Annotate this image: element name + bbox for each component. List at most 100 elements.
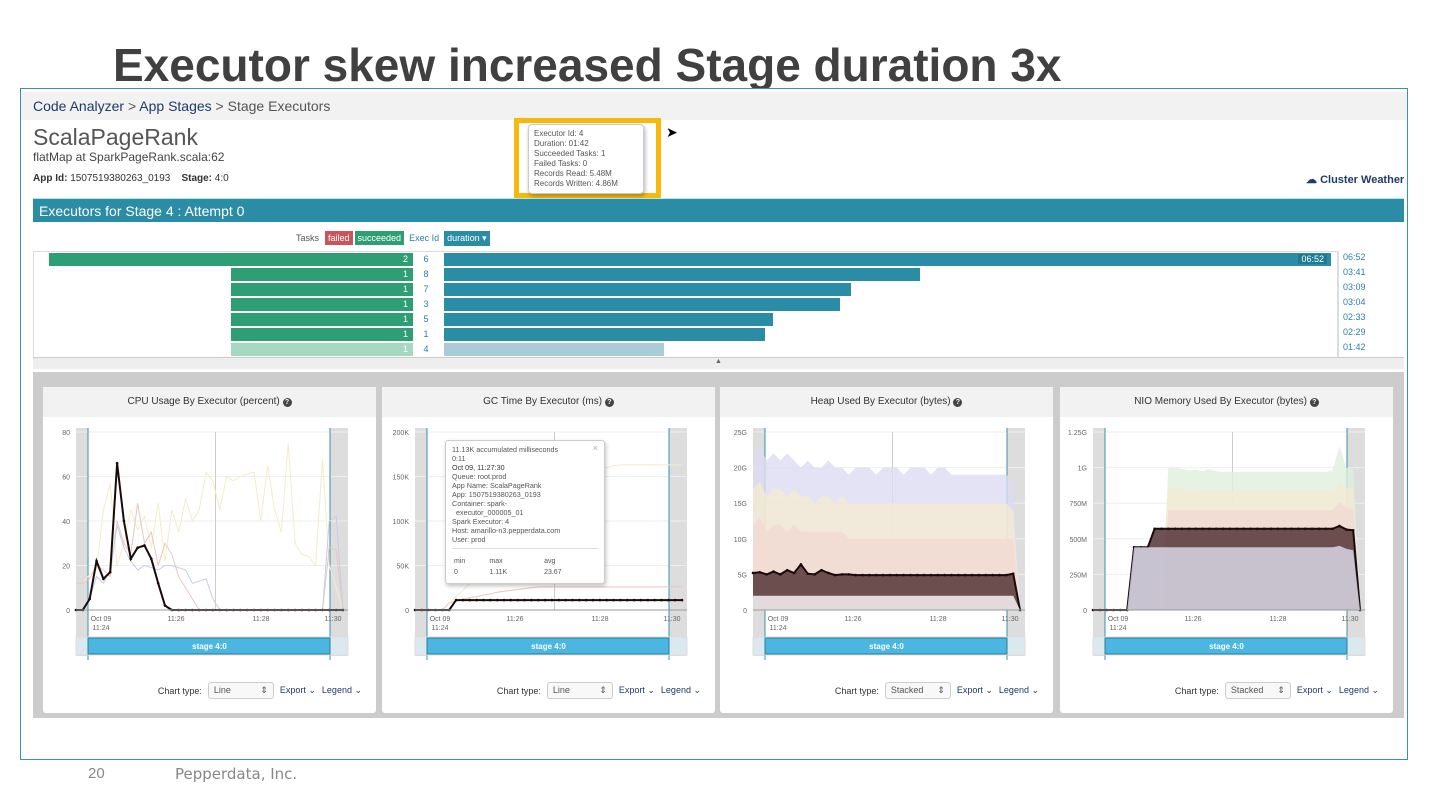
help-icon[interactable]: ? (604, 398, 614, 407)
highlighted-series-line[interactable] (752, 562, 1021, 611)
area-series[interactable] (753, 595, 1020, 610)
y-tick-label: 500M (1069, 537, 1087, 544)
sort-controls: Tasks failed succeeded Exec Id duration … (296, 230, 490, 246)
succeeded-bar: 1 (231, 283, 413, 296)
duration-sort-dropdown[interactable]: duration ▾ (444, 230, 490, 246)
highlighted-series-line[interactable] (1093, 524, 1361, 611)
stage-bar[interactable] (426, 637, 670, 655)
data-point (813, 573, 816, 576)
data-point (461, 598, 465, 602)
data-point (95, 559, 98, 563)
data-point (639, 598, 643, 602)
duration-value: 01:42 (1343, 342, 1366, 352)
data-point (523, 598, 526, 602)
data-point (854, 573, 857, 577)
legend-dropdown[interactable]: Legend ⌄ (660, 685, 701, 695)
tooltip-line: Records Read: 5.48M (534, 169, 612, 178)
x-tick-label: 11:30 (1002, 616, 1019, 623)
data-point (88, 597, 91, 601)
stage-bar[interactable] (764, 637, 1008, 655)
duration-bar (444, 283, 851, 296)
breadcrumb-separator: > (127, 98, 137, 114)
chart-type-select[interactable]: Stacked ⇕ (1224, 682, 1291, 699)
chart-svg[interactable]: 0 250M 500M 750M 1G 1.25G Oct 09 11:24 11:26 11:2… (1060, 417, 1393, 667)
duration-value: 06:52 (1343, 252, 1366, 262)
data-point (1208, 527, 1211, 531)
chart-svg[interactable]: 0 20 40 60 80 Oct 09 11:24 11:26 11:28 11:30 stage… (43, 417, 376, 667)
data-point (536, 598, 540, 602)
stage-bar[interactable] (87, 637, 331, 655)
failed-sort-button[interactable]: failed (325, 231, 353, 245)
data-point (564, 598, 567, 602)
stage-bar-label: stage 4:0 (1209, 642, 1244, 651)
data-point (502, 598, 506, 602)
data-point (847, 573, 851, 576)
out-of-stage-shade (330, 428, 348, 656)
data-point (612, 598, 615, 602)
area-series[interactable] (1093, 545, 1360, 610)
data-point (1201, 527, 1204, 531)
help-icon[interactable]: ? (953, 398, 963, 407)
breadcrumb-code-analyzer[interactable]: Code Analyzer (33, 98, 125, 114)
succeeded-sort-button[interactable]: succeeded (354, 231, 405, 245)
series-line[interactable] (76, 515, 344, 611)
stage-bar[interactable] (1104, 637, 1348, 655)
chart-type-value: Line (213, 685, 231, 695)
close-icon[interactable]: × (592, 443, 598, 453)
data-point (1269, 527, 1273, 531)
legend-dropdown[interactable]: Legend ⌄ (321, 685, 362, 695)
data-point (1221, 527, 1225, 531)
chart-type-label: Chart type: (834, 685, 879, 696)
duration-bar (444, 268, 920, 281)
series-line[interactable] (76, 443, 344, 611)
chart-title-text: CPU Usage By Executor (percent) (127, 396, 280, 407)
export-dropdown[interactable]: Export ⌄ (1296, 685, 1333, 695)
chart-svg[interactable]: 0 50K 100K 150K 200K Oct 09 11:24 11:26 11:28 11:… (382, 417, 715, 667)
help-icon[interactable]: ? (282, 398, 292, 407)
help-icon[interactable]: ? (1309, 398, 1319, 407)
export-dropdown[interactable]: Export ⌄ (279, 685, 316, 695)
data-point (1242, 527, 1245, 531)
executor-row[interactable]: 2 6 06:52 (34, 253, 1339, 267)
x-tick-label: 11:26 (1185, 616, 1202, 623)
data-point (1160, 527, 1163, 531)
exec-id-sort-button[interactable]: Exec Id (406, 231, 443, 245)
chart-type-select[interactable]: Line ⇕ (207, 682, 274, 699)
exec-id: 7 (423, 284, 429, 294)
export-dropdown[interactable]: Export ⌄ (956, 685, 993, 695)
exec-id: 4 (423, 344, 429, 354)
highlighted-series-line[interactable] (415, 599, 682, 611)
cloud-icon: ☁ (1306, 174, 1317, 186)
y-tick-label: 100K (393, 519, 410, 526)
data-point (984, 573, 988, 577)
cluster-weather-link[interactable]: ☁ Cluster Weather (1306, 173, 1404, 186)
resize-handle[interactable]: ▲ (33, 357, 1404, 369)
chart-footer: Chart type: Stacked ⇕ Export ⌄ Legend ⌄ (835, 682, 1039, 699)
exec-id: 5 (423, 314, 429, 324)
chart-type-select[interactable]: Stacked ⇕ (884, 682, 951, 699)
executors-header: Executors for Stage 4 : Attempt 0 (33, 198, 1404, 222)
series-line[interactable] (415, 586, 682, 611)
chart-svg[interactable]: 0 5G 10G 15G 20G 25G Oct 09 11:24 11:26 11:28 11:3… (720, 417, 1053, 667)
chart-title: CPU Usage By Executor (percent) ? (43, 387, 376, 417)
data-point (909, 573, 912, 577)
exec-id: 6 (423, 254, 429, 264)
legend-dropdown[interactable]: Legend ⌄ (998, 685, 1039, 695)
mouse-cursor-icon: ➤ (666, 124, 678, 140)
breadcrumb-app-stages[interactable]: App Stages (139, 98, 212, 114)
export-dropdown[interactable]: Export ⌄ (618, 685, 655, 695)
tooltip-line: Oct 09, 11:27:30 (452, 463, 505, 472)
data-point (543, 598, 547, 602)
data-point (977, 573, 981, 577)
tooltip-stats: min max avg 0 1.11K 23.67 (452, 548, 598, 579)
chart-type-value: Stacked (1230, 685, 1264, 695)
exec-id: 3 (423, 299, 429, 309)
chart-type-select[interactable]: Line ⇕ (546, 682, 613, 699)
legend-dropdown[interactable]: Legend ⌄ (1338, 685, 1379, 695)
